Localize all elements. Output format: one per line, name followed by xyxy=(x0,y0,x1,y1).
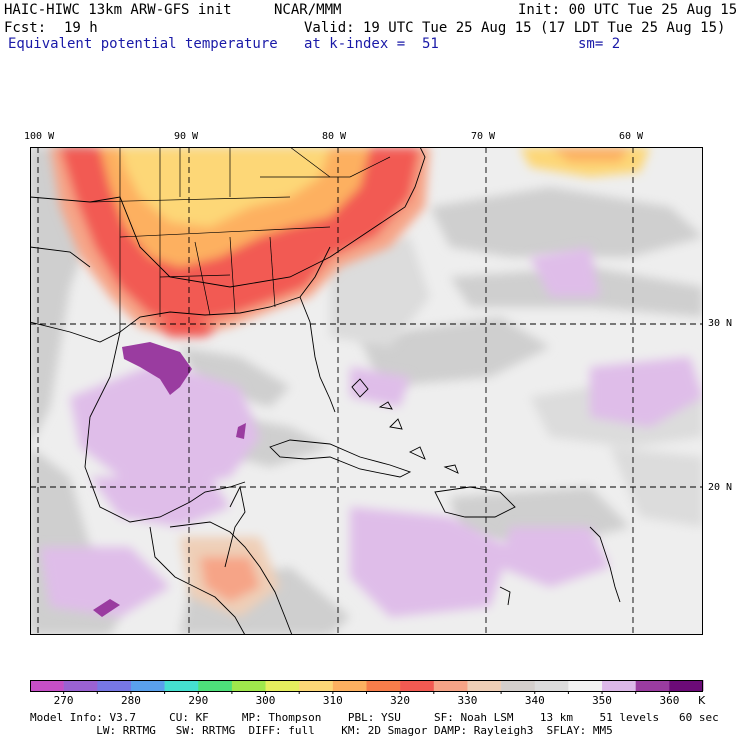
field-name: Equivalent potential temperature xyxy=(8,36,278,52)
theta-e-map xyxy=(30,147,703,635)
colorbar-swatch xyxy=(433,680,468,691)
colorbar-swatch xyxy=(602,680,636,691)
colorbar-label: 300 xyxy=(256,694,276,707)
colorbar-swatch xyxy=(534,680,569,691)
colorbar-swatch xyxy=(97,680,132,691)
colorbar-swatch xyxy=(332,680,367,691)
colorbar-swatch xyxy=(568,680,603,691)
init-time: Init: 00 UTC Tue 25 Aug 15 xyxy=(518,2,738,18)
colorbar-swatch xyxy=(669,680,704,691)
latlon-grid xyxy=(30,147,703,635)
colorbar-swatch xyxy=(198,680,233,691)
colorbar-label: 340 xyxy=(525,694,545,707)
colorbar-swatch xyxy=(635,680,670,691)
colorbar-swatch xyxy=(467,680,502,691)
colorbar-swatch xyxy=(63,680,98,691)
model-level: at k-index = 51 xyxy=(304,36,439,52)
lon-label-80w: 80 W xyxy=(322,131,347,142)
colorbar: 270 280 290 300 310 320 330 340 350 360 K xyxy=(30,680,706,707)
colorbar-label: 270 xyxy=(54,694,74,707)
colorbar-label: 280 xyxy=(121,694,141,707)
colorbar-label: 290 xyxy=(188,694,208,707)
colorbar-swatch xyxy=(130,680,165,691)
colorbar-swatch xyxy=(299,680,334,691)
lat-label-30n: 30 N xyxy=(708,318,733,329)
lon-label-70w: 70 W xyxy=(471,131,496,142)
warm-field xyxy=(50,147,650,617)
colorbar-swatch xyxy=(265,680,300,691)
colorbar-swatch xyxy=(164,680,199,691)
colorbar-label: 330 xyxy=(457,694,477,707)
colorbar-swatch xyxy=(30,680,64,691)
lon-label-90w: 90 W xyxy=(174,131,199,142)
colorbar-label: 310 xyxy=(323,694,343,707)
colorbar-swatch xyxy=(501,680,536,691)
purple-core xyxy=(93,342,246,617)
colorbar-swatch xyxy=(366,680,401,691)
organization: NCAR/MMM xyxy=(274,2,342,18)
coastlines xyxy=(30,147,621,635)
colorbar-swatch xyxy=(231,680,266,691)
model-title: HAIC-HIWC 13km ARW-GFS init xyxy=(4,2,232,18)
lon-label-60w: 60 W xyxy=(619,131,644,142)
forecast-label: Fcst: xyxy=(4,20,47,36)
smoothing: sm= 2 xyxy=(578,36,621,52)
lat-label-20n: 20 N xyxy=(708,482,733,493)
forecast-hour: 19 h xyxy=(64,20,98,36)
colorbar-label: 360 xyxy=(659,694,679,707)
colorbar-unit: K xyxy=(698,694,706,707)
model-info-line1: Model Info: V3.7 CU: KF MP: Thompson PBL… xyxy=(30,711,719,724)
colorbar-label: 350 xyxy=(592,694,612,707)
valid-time: Valid: 19 UTC Tue 25 Aug 15 (17 LDT Tue … xyxy=(304,20,726,36)
map-frame xyxy=(30,147,703,635)
lavender-field xyxy=(40,247,703,617)
state-borders xyxy=(89,147,391,332)
lon-label-100w: 100 W xyxy=(24,131,55,142)
model-info-line2: LW: RRTMG SW: RRTMG DIFF: full KM: 2D Sm… xyxy=(30,724,613,737)
colorbar-swatch xyxy=(400,680,435,691)
colorbar-label: 320 xyxy=(390,694,410,707)
